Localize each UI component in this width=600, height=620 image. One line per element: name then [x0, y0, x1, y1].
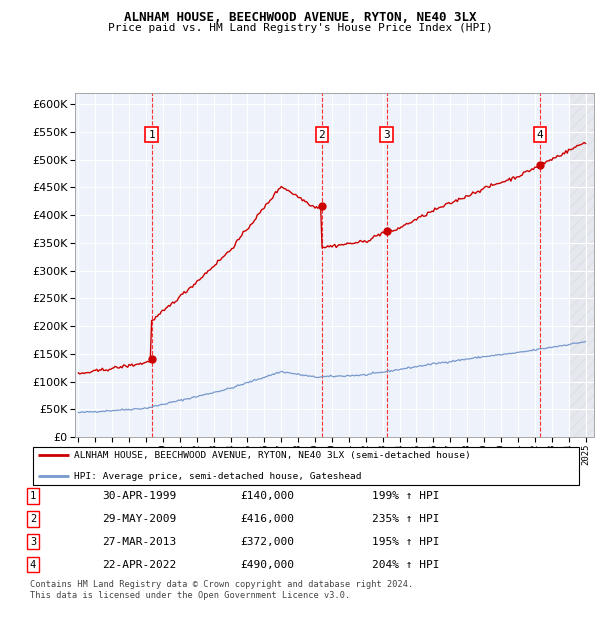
Text: £416,000: £416,000 — [240, 514, 294, 524]
Text: 2: 2 — [30, 514, 36, 524]
Text: 4: 4 — [30, 560, 36, 570]
Text: £140,000: £140,000 — [240, 491, 294, 501]
Text: Price paid vs. HM Land Registry's House Price Index (HPI): Price paid vs. HM Land Registry's House … — [107, 23, 493, 33]
Text: This data is licensed under the Open Government Licence v3.0.: This data is licensed under the Open Gov… — [30, 590, 350, 600]
FancyBboxPatch shape — [33, 446, 579, 485]
Text: 22-APR-2022: 22-APR-2022 — [102, 560, 176, 570]
Text: 30-APR-1999: 30-APR-1999 — [102, 491, 176, 501]
Text: 3: 3 — [30, 537, 36, 547]
Text: ALNHAM HOUSE, BEECHWOOD AVENUE, RYTON, NE40 3LX: ALNHAM HOUSE, BEECHWOOD AVENUE, RYTON, N… — [124, 11, 476, 24]
Text: £372,000: £372,000 — [240, 537, 294, 547]
Text: £490,000: £490,000 — [240, 560, 294, 570]
Bar — [569, 93, 594, 437]
Text: 27-MAR-2013: 27-MAR-2013 — [102, 537, 176, 547]
Text: 1: 1 — [30, 491, 36, 501]
Text: ALNHAM HOUSE, BEECHWOOD AVENUE, RYTON, NE40 3LX (semi-detached house): ALNHAM HOUSE, BEECHWOOD AVENUE, RYTON, N… — [74, 451, 471, 459]
Text: 3: 3 — [383, 130, 390, 140]
Text: 235% ↑ HPI: 235% ↑ HPI — [372, 514, 439, 524]
Text: Contains HM Land Registry data © Crown copyright and database right 2024.: Contains HM Land Registry data © Crown c… — [30, 580, 413, 589]
Text: 4: 4 — [536, 130, 544, 140]
Text: 1: 1 — [148, 130, 155, 140]
Text: 195% ↑ HPI: 195% ↑ HPI — [372, 537, 439, 547]
Text: 29-MAY-2009: 29-MAY-2009 — [102, 514, 176, 524]
Text: 199% ↑ HPI: 199% ↑ HPI — [372, 491, 439, 501]
Text: 2: 2 — [319, 130, 325, 140]
Text: HPI: Average price, semi-detached house, Gateshead: HPI: Average price, semi-detached house,… — [74, 472, 362, 480]
Text: 204% ↑ HPI: 204% ↑ HPI — [372, 560, 439, 570]
